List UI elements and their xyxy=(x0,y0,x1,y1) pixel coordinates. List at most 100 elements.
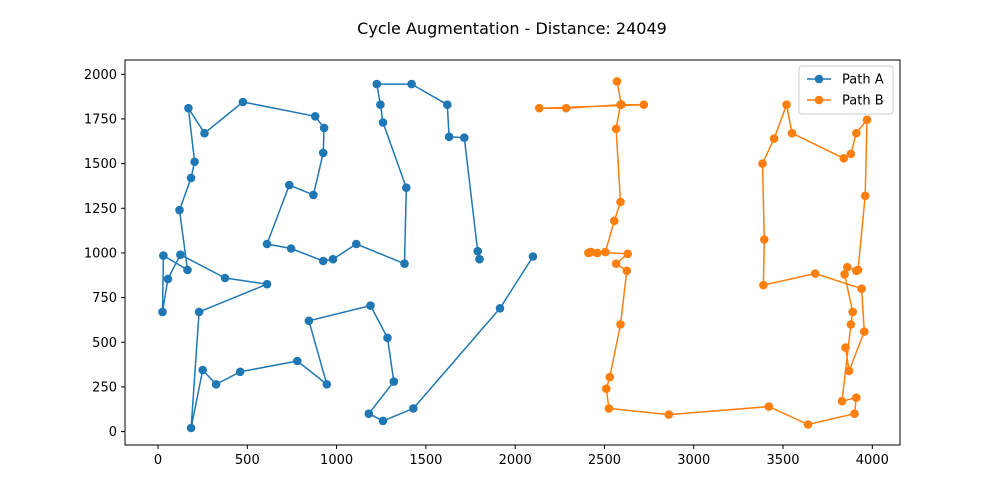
series-2-point xyxy=(764,402,774,411)
series-1-point xyxy=(190,157,199,167)
series-1-point xyxy=(293,356,302,366)
y-tick-label: 1250 xyxy=(84,202,117,217)
series-2-point xyxy=(611,259,621,269)
series-2-point xyxy=(787,128,797,138)
series-1-point xyxy=(328,254,338,264)
series-2-point xyxy=(841,343,850,352)
series-1-line xyxy=(161,83,534,429)
x-tick-label: 2000 xyxy=(499,453,532,468)
series-2-point xyxy=(612,77,622,86)
series-2-point xyxy=(769,134,779,143)
x-tick-label: 0 xyxy=(154,453,162,468)
x-tick-label: 1000 xyxy=(320,453,353,468)
series-1-point xyxy=(286,244,296,253)
series-2-point xyxy=(760,235,769,244)
x-tick-label: 1500 xyxy=(409,453,442,468)
series-2-point xyxy=(840,270,849,279)
series-2-point xyxy=(616,100,625,109)
series-2-point xyxy=(622,266,632,276)
series-1-point xyxy=(262,239,272,249)
series-1-point xyxy=(443,100,452,109)
series-2-point xyxy=(561,103,571,113)
series-1-point xyxy=(220,273,230,283)
x-tick-label: 3000 xyxy=(677,453,710,468)
series-2-point xyxy=(857,284,866,294)
series-1-point xyxy=(304,316,314,326)
series-2-point xyxy=(852,393,861,403)
series-1-point xyxy=(460,133,469,142)
series-2-point xyxy=(853,265,863,275)
series-2-point xyxy=(535,103,544,113)
series-1-point xyxy=(211,380,221,389)
series-1-point xyxy=(235,367,245,377)
series-2-point xyxy=(862,115,872,125)
series-2-point xyxy=(605,372,615,382)
y-tick-label: 750 xyxy=(92,291,117,306)
series-2-point xyxy=(604,404,614,413)
series-1-point xyxy=(310,112,320,121)
series-1-point xyxy=(262,279,272,289)
series-2-point xyxy=(860,327,869,336)
series-2-point xyxy=(602,384,611,394)
series-1-point xyxy=(409,404,418,413)
y-tick-label: 1500 xyxy=(84,157,117,172)
series-1-point xyxy=(407,79,416,89)
series-1-point xyxy=(319,123,329,133)
series-1-point xyxy=(238,97,248,107)
series-1-point xyxy=(309,190,318,200)
legend-label: Path B xyxy=(842,94,884,109)
axes: 0 500 1000 1500 2000 2500 3000 3500 4000 0 250 500 7… xyxy=(84,59,901,468)
legend: Path A Path B xyxy=(798,65,894,115)
series-1-point xyxy=(376,100,385,109)
series-2-point xyxy=(623,249,632,259)
x-tick-label: 4000 xyxy=(856,453,889,468)
series-1-point xyxy=(378,416,388,426)
plot-area xyxy=(158,77,872,433)
series-2-point xyxy=(586,247,596,257)
series-2-point xyxy=(850,409,859,419)
series-2-point xyxy=(639,100,649,109)
y-tick-label: 250 xyxy=(92,380,117,395)
series-2-point xyxy=(846,320,856,329)
y-tick-label: 0 xyxy=(109,425,117,440)
series-2-point xyxy=(860,191,870,201)
series-1-point xyxy=(186,423,196,433)
y-tick-label: 1750 xyxy=(84,112,117,127)
series-1-point xyxy=(495,304,505,313)
series-1-point xyxy=(285,180,294,190)
series-2-point xyxy=(616,197,625,207)
series-1-point xyxy=(444,132,454,142)
series-1-point xyxy=(176,250,185,259)
axes-frame xyxy=(124,59,901,446)
y-tick-label: 500 xyxy=(92,336,117,351)
series-1-point xyxy=(183,265,192,275)
y-tick-label: 2000 xyxy=(84,68,117,83)
series-2-point xyxy=(803,420,813,429)
y-tick-label: 1000 xyxy=(84,246,117,261)
series-1-point xyxy=(389,377,399,386)
series-1-point xyxy=(198,365,207,375)
series-2-point xyxy=(844,366,854,376)
series-1-point xyxy=(473,246,483,256)
series-2-point xyxy=(616,320,625,329)
series-2-point xyxy=(610,216,619,226)
legend-marker xyxy=(814,95,824,105)
series-1-point xyxy=(194,307,204,317)
series-1-point xyxy=(528,252,538,261)
series-1-point xyxy=(366,301,375,310)
series-1-point xyxy=(378,118,388,127)
chart-title: Cycle Augmentation - Distance: 24049 xyxy=(357,19,667,38)
series-1-point xyxy=(352,239,361,249)
series-2-point xyxy=(839,154,849,163)
series-1-point xyxy=(400,259,409,269)
x-tick-label: 3500 xyxy=(766,453,799,468)
series-1-point xyxy=(158,307,167,317)
series-1-point xyxy=(475,254,484,264)
series-1-point xyxy=(318,148,328,158)
series-1-point xyxy=(364,409,374,419)
series-1-point xyxy=(402,183,411,192)
series-2-point xyxy=(611,124,621,134)
series-2-point xyxy=(782,100,791,109)
